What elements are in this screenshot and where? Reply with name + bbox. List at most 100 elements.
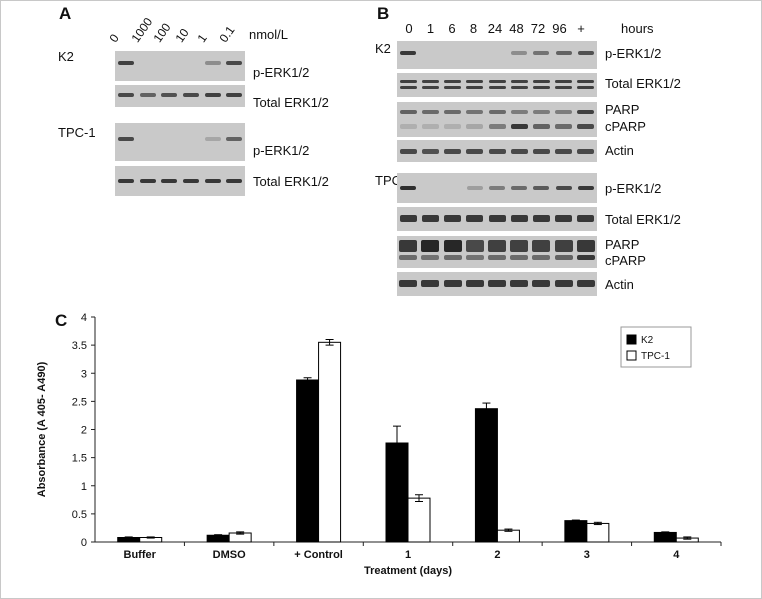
- blot-band: [532, 110, 550, 114]
- panel-b-blot-k2-actin: [397, 140, 597, 162]
- blot-band: [226, 137, 243, 141]
- blot-band: [399, 110, 417, 114]
- blot-band: [400, 186, 417, 190]
- blot-band: [510, 280, 529, 287]
- blot-band: [399, 80, 417, 83]
- blot-band: [399, 280, 418, 287]
- blot-band: [532, 280, 551, 287]
- blot-band: [444, 215, 462, 222]
- blot-band: [466, 149, 484, 154]
- blot-band: [117, 93, 134, 97]
- blot-band: [444, 110, 462, 114]
- blot-band: [421, 149, 439, 154]
- panel-b-timepoint-label: +: [577, 21, 585, 36]
- blot-band: [488, 280, 506, 287]
- blot-band: [421, 110, 439, 114]
- panel-b-timepoint-label: 48: [509, 21, 524, 36]
- blot-band: [511, 186, 528, 190]
- blot-band: [466, 186, 483, 190]
- y-tick-label: 3: [81, 368, 87, 380]
- blot-band: [182, 179, 199, 183]
- blot-band: [421, 86, 439, 89]
- blot-band: [444, 124, 462, 129]
- blot-band: [489, 186, 505, 190]
- blot-band: [555, 215, 573, 222]
- blot-band: [555, 149, 573, 154]
- bar-tpc-1: [586, 522, 610, 543]
- x-tick-label: DMSO: [213, 549, 246, 561]
- blot-band: [488, 240, 506, 252]
- blot-band: [117, 137, 134, 141]
- blot-band: [554, 255, 573, 260]
- panel-b-timepoint-label: 24: [487, 21, 503, 36]
- panel-b-unit: hours: [621, 21, 654, 36]
- blot-band: [466, 86, 484, 89]
- y-tick-label: 0: [81, 537, 87, 549]
- blot-band: [555, 51, 572, 55]
- bar-k2: [296, 379, 320, 543]
- blot-band: [577, 215, 595, 222]
- blot-band: [465, 240, 484, 252]
- blot-band: [577, 110, 595, 114]
- blot-band: [421, 240, 440, 252]
- blot-band: [466, 110, 484, 114]
- blot-band: [139, 93, 156, 97]
- blot-band: [577, 186, 594, 190]
- blot-band: [465, 255, 484, 260]
- blot-band: [488, 149, 506, 154]
- x-tick-label: 2: [494, 549, 500, 561]
- blot-band: [511, 51, 528, 55]
- blot-band: [465, 280, 484, 287]
- x-tick-label: + Control: [294, 549, 343, 561]
- blot-band: [421, 280, 440, 287]
- blot-band: [510, 149, 528, 154]
- blot-band: [555, 86, 573, 89]
- panel-b-label-cparp-k2: cPARP: [605, 119, 646, 134]
- blot-band: [139, 179, 156, 183]
- panel-b-letter: B: [377, 4, 390, 23]
- blot-band: [182, 93, 199, 97]
- panel-b-label-parp-k2: PARP: [605, 102, 640, 117]
- panel-a-cell-line-k2: K2: [58, 49, 74, 64]
- blot-band: [444, 149, 462, 154]
- panel-c-letter: C: [55, 311, 68, 330]
- blot-band: [421, 80, 439, 83]
- bar-k2: [474, 408, 498, 543]
- blot-band: [532, 215, 550, 222]
- legend-swatch: [626, 350, 637, 361]
- y-tick-label: 1.5: [72, 453, 87, 465]
- blot-band: [117, 61, 134, 65]
- panel-b-label-total-erk-k2: Total ERK1/2: [605, 76, 681, 91]
- bar-tpc-1: [318, 341, 342, 543]
- blot-band: [421, 255, 440, 260]
- legend-label: TPC-1: [641, 351, 670, 362]
- panel-b-label-parp-tpc1: PARP: [605, 237, 640, 252]
- panel-a-concentration-label: 1: [194, 31, 210, 45]
- blot-band: [532, 255, 551, 260]
- blot-band: [443, 255, 462, 260]
- blot-band: [510, 110, 528, 114]
- panel-b-timepoint-label: 6: [448, 21, 456, 36]
- panel-b-timepoint-label: 72: [530, 21, 546, 36]
- blot-band: [399, 124, 417, 129]
- blot-band: [421, 215, 439, 222]
- y-tick-label: 1: [81, 481, 87, 493]
- panel-b-timepoint-label: 96: [552, 21, 567, 36]
- blot-band: [399, 215, 417, 222]
- blot-band: [555, 186, 572, 190]
- panel-a-concentration-label: 0: [106, 31, 122, 45]
- panel-b-timepoint-label: 8: [469, 21, 478, 36]
- blot-band: [532, 80, 550, 83]
- blot-band: [510, 86, 528, 89]
- y-tick-label: 2: [81, 425, 87, 437]
- blot-band: [117, 179, 134, 183]
- blot-band: [466, 80, 484, 83]
- blot-band: [421, 124, 439, 129]
- panel-b-blot-tpc1-perk: [397, 173, 597, 203]
- blot-band: [533, 51, 550, 55]
- panel-b-blot-tpc1-actin: [397, 272, 597, 296]
- panel-a-cell-line-tpc1: TPC-1: [58, 125, 96, 140]
- x-tick-label: Buffer: [124, 549, 157, 561]
- blot-band: [510, 124, 528, 129]
